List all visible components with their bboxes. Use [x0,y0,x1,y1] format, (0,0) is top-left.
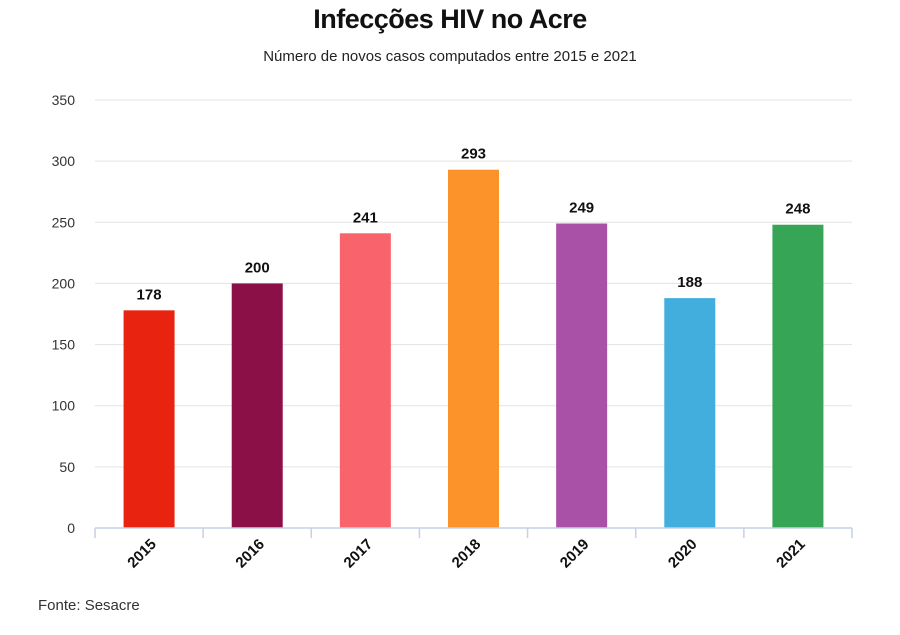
data-label-2017: 241 [353,209,378,226]
x-tick-label-2015: 2015 [124,536,160,572]
chart-title: Infecções HIV no Acre [313,4,587,34]
x-tick-label-2017: 2017 [341,536,377,572]
data-label-2015: 178 [137,286,162,303]
y-tick-label: 0 [67,520,75,536]
x-axis [94,527,853,538]
y-tick-label: 50 [59,459,75,475]
y-tick-label: 200 [52,275,76,291]
y-tick-label: 250 [52,214,76,230]
data-label-2018: 293 [461,146,486,163]
data-label-2021: 248 [785,201,810,218]
bar-2020 [664,298,716,528]
y-axis-ticks: 0 50 100 150 200 250 300 350 [52,92,76,536]
data-labels: 178 200 241 293 249 188 248 [137,146,811,304]
x-tick-label-2021: 2021 [773,536,809,572]
data-label-2016: 200 [245,259,270,276]
x-tick-label-2016: 2016 [232,536,268,572]
x-tick-label-2020: 2020 [665,536,701,572]
x-tick-label-2019: 2019 [557,536,593,572]
x-axis-ticks: 2015 2016 2017 2018 2019 2020 2021 [124,536,808,572]
source-note: Fonte: Sesacre [38,597,140,614]
bar-2017 [339,233,391,528]
bar-2021 [772,224,824,528]
bar-2019 [556,223,608,528]
bar-2015 [123,310,175,528]
data-label-2019: 249 [569,200,594,217]
chart-subtitle: Número de novos casos computados entre 2… [263,48,637,65]
y-tick-label: 100 [52,398,76,414]
bar-2016 [231,283,283,528]
y-tick-label: 150 [52,337,76,353]
x-tick-label-2018: 2018 [449,536,485,572]
y-tick-label: 300 [52,153,76,169]
y-tick-label: 350 [52,92,76,108]
bars [123,169,824,528]
data-label-2020: 188 [677,274,702,291]
bar-2018 [448,169,499,528]
